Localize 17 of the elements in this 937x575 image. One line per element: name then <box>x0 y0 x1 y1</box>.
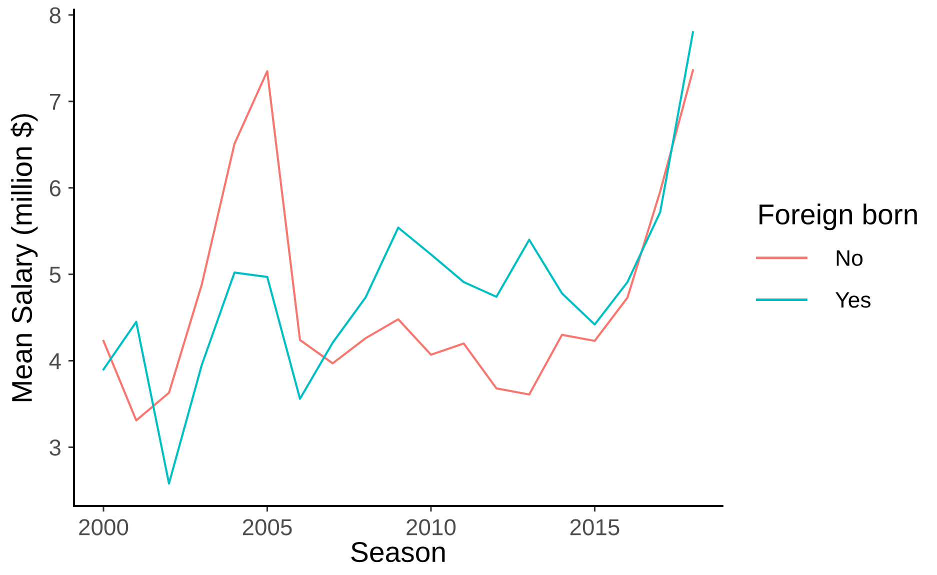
y-tick-label: 7 <box>50 94 60 110</box>
y-tick-label: 8 <box>50 7 61 24</box>
x-axis-title: Season <box>351 542 445 562</box>
legend-title: Foreign born <box>760 204 917 230</box>
x-tick-label: 2005 <box>242 519 292 536</box>
x-tick-label: 2015 <box>570 519 620 536</box>
y-tick-label: 5 <box>50 266 61 283</box>
legend-label: No <box>836 250 863 266</box>
line-series <box>102 31 694 485</box>
line-series <box>102 69 694 422</box>
y-tick-label: 6 <box>50 180 61 196</box>
y-tick-label: 4 <box>49 353 61 370</box>
y-axis-title: Mean Salary (million $) <box>10 114 38 402</box>
legend-label: Yes <box>836 292 870 308</box>
y-tick-label: 3 <box>50 440 61 456</box>
x-tick-label: 2010 <box>406 519 456 536</box>
x-tick-label: 2000 <box>79 519 128 536</box>
